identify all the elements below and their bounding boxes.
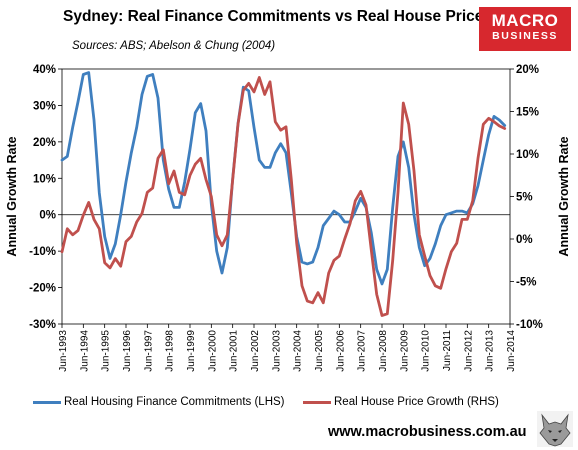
x-tick-label: Jun-2004 — [293, 330, 304, 372]
legend-label-finance: Real Housing Finance Commitments (LHS) — [64, 396, 285, 408]
y-left-tick-label: -30% — [29, 319, 56, 331]
x-tick-label: Jun-2012 — [463, 330, 474, 372]
x-tick-label: Jun-2009 — [399, 330, 410, 372]
legend-label-house-price: Real House Price Growth (RHS) — [334, 396, 499, 408]
y-right-axis-title: Annual Growth Rate — [557, 136, 571, 256]
x-tick-label: Jun-2000 — [207, 330, 218, 372]
y-right-tick-label: -10% — [516, 319, 543, 331]
y-right-tick-label: 0% — [516, 234, 533, 246]
x-tick-label: Jun-2011 — [442, 330, 453, 371]
y-left-tick-label: -20% — [29, 283, 56, 295]
x-tick-label: Jun-1996 — [122, 330, 133, 372]
chart-subtitle: Sources: ABS; Abelson & Chung (2004) — [72, 40, 276, 52]
footer-url: www.macrobusiness.com.au — [328, 424, 527, 440]
x-tick-label: Jun-1994 — [79, 330, 90, 372]
x-tick-label: Jun-1995 — [101, 330, 112, 372]
y-right-tick-label: 5% — [516, 192, 533, 204]
x-tick-label: Jun-1999 — [186, 330, 197, 372]
legend-item-house-price: Real House Price Growth (RHS) — [303, 396, 499, 408]
x-tick-label: Jun-1998 — [165, 330, 176, 372]
y-left-tick-label: 20% — [33, 137, 56, 149]
logo-line-2: BUSINESS — [492, 30, 558, 42]
x-tick-label: Jun-2013 — [485, 330, 496, 372]
dual-axis-line-chart: 40% 30% 20% 10% 0% -10% -20% -30% 20% 15% 10% 5% 0% -… — [5, 64, 571, 372]
finance-commitments-line — [60, 71, 507, 286]
y-left-tick-label: 10% — [33, 173, 56, 185]
macrobusiness-logo: MACRO BUSINESS — [479, 7, 571, 51]
x-tick-label: Jun-1997 — [143, 330, 154, 372]
y-left-tick-label: -10% — [29, 246, 56, 258]
logo-line-1: MACRO — [491, 11, 559, 30]
x-tick-label: Jun-2003 — [271, 330, 282, 372]
y-right-tick-label: 20% — [516, 64, 539, 76]
legend-swatch-house-price — [303, 400, 331, 404]
legend-item-finance: Real Housing Finance Commitments (LHS) — [33, 396, 285, 408]
wolf-head-icon — [537, 411, 573, 447]
x-tick-label: Jun-2005 — [314, 330, 325, 372]
x-tick-label: Jun-2014 — [506, 330, 517, 372]
y-left-tick-label: 30% — [33, 100, 56, 112]
y-left-tick-label: 0% — [39, 210, 56, 222]
y-right-tick-label: 10% — [516, 149, 539, 161]
x-tick-label: Jun-2006 — [335, 330, 346, 372]
y-left-axis-title: Annual Growth Rate — [5, 136, 19, 256]
y-right-tick-label: 15% — [516, 107, 539, 119]
y-left-tick-label: 40% — [33, 64, 56, 76]
x-tick-label: Jun-2008 — [378, 330, 389, 372]
x-tick-label: Jun-2002 — [250, 330, 261, 372]
house-price-growth-line — [60, 76, 507, 317]
x-tick-label: Jun-1993 — [58, 330, 69, 372]
legend-swatch-finance — [33, 400, 61, 404]
y-right-tick-label: -5% — [516, 277, 536, 289]
x-tick-label: Jun-2007 — [357, 330, 368, 372]
x-tick-label: Jun-2010 — [421, 330, 432, 372]
x-tick-label: Jun-2001 — [229, 330, 240, 372]
chart-title: Sydney: Real Finance Commitments vs Real… — [63, 8, 492, 25]
